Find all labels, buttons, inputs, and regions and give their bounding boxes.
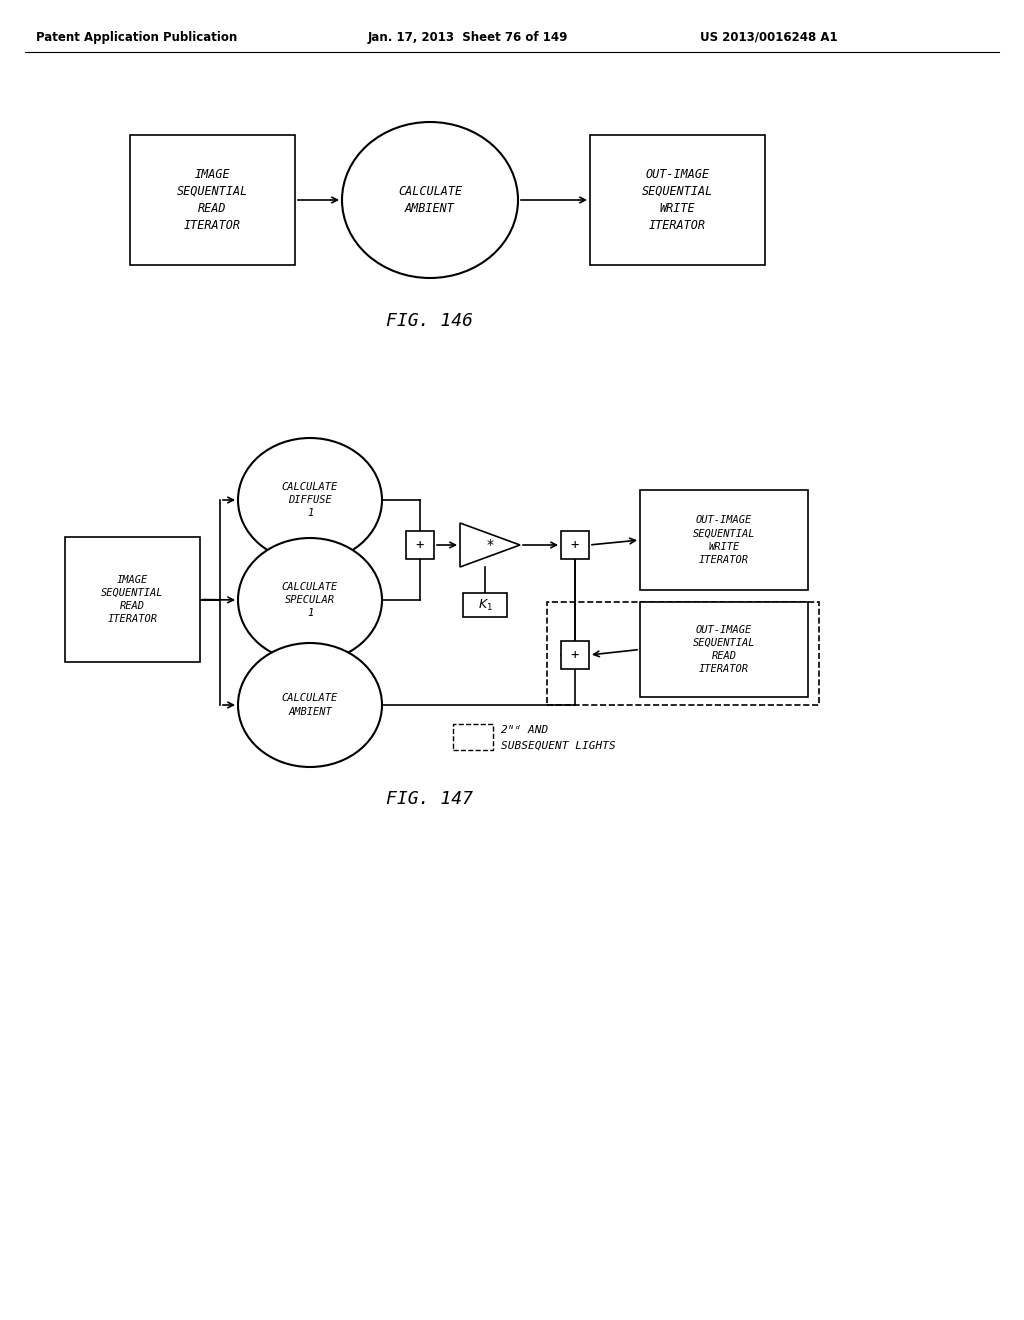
- Text: Jan. 17, 2013  Sheet 76 of 149: Jan. 17, 2013 Sheet 76 of 149: [368, 30, 568, 44]
- Text: $K_1$: $K_1$: [477, 598, 493, 612]
- Ellipse shape: [238, 438, 382, 562]
- Text: Patent Application Publication: Patent Application Publication: [36, 30, 238, 44]
- Bar: [640, 490, 808, 590]
- Text: +: +: [570, 648, 580, 663]
- Text: CALCULATE
DIFFUSE
1: CALCULATE DIFFUSE 1: [282, 482, 338, 519]
- Bar: [561, 642, 589, 669]
- Ellipse shape: [342, 121, 518, 279]
- Bar: [406, 531, 434, 558]
- Text: *: *: [486, 539, 494, 552]
- Text: CALCULATE
AMBIENT: CALCULATE AMBIENT: [282, 693, 338, 717]
- Bar: [561, 531, 589, 558]
- Text: CALCULATE
AMBIENT: CALCULATE AMBIENT: [398, 185, 462, 215]
- Bar: [590, 135, 765, 265]
- Bar: [453, 723, 493, 750]
- Polygon shape: [460, 523, 520, 568]
- Bar: [65, 537, 200, 663]
- Text: IMAGE
SEQUENTIAL
READ
ITERATOR: IMAGE SEQUENTIAL READ ITERATOR: [177, 168, 248, 232]
- Text: OUT-IMAGE
SEQUENTIAL
READ
ITERATOR: OUT-IMAGE SEQUENTIAL READ ITERATOR: [693, 624, 756, 675]
- Text: +: +: [570, 539, 580, 552]
- Text: SUBSEQUENT LIGHTS: SUBSEQUENT LIGHTS: [501, 741, 615, 751]
- Text: IMAGE
SEQUENTIAL
READ
ITERATOR: IMAGE SEQUENTIAL READ ITERATOR: [101, 574, 164, 624]
- Ellipse shape: [238, 643, 382, 767]
- Text: OUT-IMAGE
SEQUENTIAL
WRITE
ITERATOR: OUT-IMAGE SEQUENTIAL WRITE ITERATOR: [693, 515, 756, 565]
- Text: CALCULATE
SPECULAR
1: CALCULATE SPECULAR 1: [282, 582, 338, 618]
- Bar: [463, 593, 507, 616]
- Text: US 2013/0016248 A1: US 2013/0016248 A1: [700, 30, 838, 44]
- Bar: [640, 602, 808, 697]
- Bar: [547, 602, 819, 705]
- Text: 2ᴺᵈ AND: 2ᴺᵈ AND: [501, 725, 548, 735]
- Text: FIG. 146: FIG. 146: [386, 312, 473, 330]
- Text: +: +: [416, 539, 424, 552]
- Ellipse shape: [238, 539, 382, 663]
- Text: OUT-IMAGE
SEQUENTIAL
WRITE
ITERATOR: OUT-IMAGE SEQUENTIAL WRITE ITERATOR: [642, 168, 713, 232]
- Bar: [130, 135, 295, 265]
- Text: FIG. 147: FIG. 147: [386, 789, 473, 808]
